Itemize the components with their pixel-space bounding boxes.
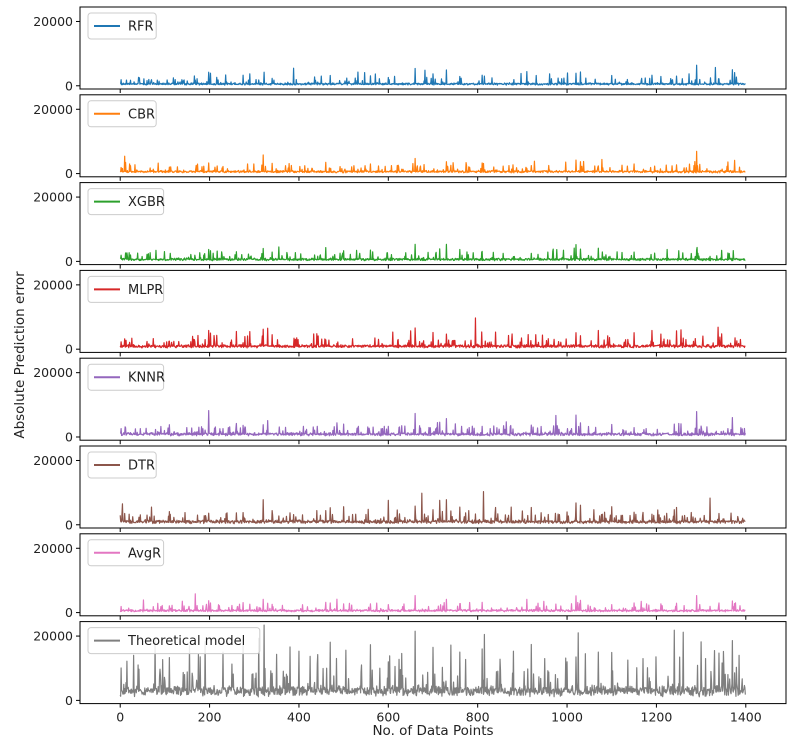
legend-label-mlpr: MLPR — [128, 283, 163, 298]
series-line-knnr — [120, 410, 746, 437]
series-line-avgr — [119, 593, 746, 613]
x-tick-label-1400: 1400 — [730, 710, 762, 725]
series-line-dtr — [119, 491, 746, 525]
legend-box-avgr — [87, 539, 165, 567]
panel-frame-cbr — [79, 94, 787, 178]
y-tick-label-cbr-20000: 20000 — [33, 102, 73, 117]
panel-dtr: 0 20000 DTR — [33, 445, 787, 532]
legend-label-rfr: RFR — [128, 20, 154, 35]
y-tick-label-dtr-0: 0 — [65, 517, 73, 532]
legend-label-avgr: AvgR — [128, 546, 161, 561]
y-tick-label-mlpr-0: 0 — [65, 342, 73, 357]
y-tick-label-cbr-0: 0 — [65, 166, 73, 181]
legend-label-xgbr: XGBR — [128, 195, 165, 210]
panel-avgr: 0 20000 AvgR — [33, 533, 787, 620]
x-axis-title: No. of Data Points — [372, 723, 493, 739]
legend-label-knnr: KNNR — [128, 371, 165, 386]
panel-rfr: 0 20000 RFR — [33, 6, 787, 93]
y-tick-label-theoretical-model-20000: 20000 — [33, 629, 73, 644]
legend-label-theoretical-model: Theoretical model — [127, 634, 245, 649]
panel-frame-avgr — [79, 533, 787, 617]
series-line-xgbr — [119, 243, 746, 262]
legend-label-cbr: CBR — [128, 107, 155, 122]
x-tick-label-800: 800 — [466, 710, 490, 725]
y-tick-label-mlpr-20000: 20000 — [33, 277, 73, 292]
legend-box-knnr — [87, 363, 165, 391]
x-axis: 0 200 400 600 800 1000 1200 1400 — [116, 710, 761, 725]
panel-knnr: 0 20000 KNNR — [33, 357, 787, 444]
y-tick-label-knnr-20000: 20000 — [33, 365, 73, 380]
y-tick-label-avgr-20000: 20000 — [33, 541, 73, 556]
series-line-theoretical-model — [119, 624, 746, 698]
y-tick-label-rfr-0: 0 — [65, 78, 73, 93]
legend-box-rfr — [87, 12, 157, 40]
x-tick-label-0: 0 — [116, 710, 124, 725]
series-line-mlpr — [119, 317, 746, 349]
legend-label-dtr: DTR — [128, 459, 155, 474]
panel-theoretical-model: 0 20000 Theoretical model — [33, 621, 787, 708]
y-tick-label-theoretical-model-0: 0 — [65, 693, 73, 708]
panel-mlpr: 0 20000 MLPR — [33, 269, 787, 357]
y-tick-label-xgbr-0: 0 — [65, 254, 73, 269]
panels-group: 0 20000 RFR 0 20000 CBR 0 20000 XGBR 0 20000 MLPR 0 2… — [33, 6, 787, 708]
x-tick-label-1200: 1200 — [641, 710, 673, 725]
legend-box-xgbr — [87, 188, 165, 216]
series-line-rfr — [119, 64, 746, 86]
x-tick-label-600: 600 — [376, 710, 400, 725]
y-tick-label-xgbr-20000: 20000 — [33, 190, 73, 205]
legend-box-theoretical-model — [87, 627, 261, 655]
legend-box-cbr — [87, 100, 157, 128]
panel-frame-knnr — [79, 357, 787, 441]
y-tick-label-dtr-20000: 20000 — [33, 453, 73, 468]
y-tick-label-avgr-0: 0 — [65, 605, 73, 620]
panel-frame-xgbr — [79, 182, 787, 266]
legend-box-dtr — [87, 451, 157, 479]
y-tick-label-rfr-20000: 20000 — [33, 14, 73, 29]
legend-box-mlpr — [87, 275, 165, 303]
y-axis-title: Absolute Prediction error — [12, 271, 28, 439]
panel-cbr: 0 20000 CBR — [33, 94, 787, 181]
x-tick-label-200: 200 — [198, 710, 222, 725]
x-tick-label-1000: 1000 — [551, 710, 583, 725]
x-tick-label-400: 400 — [287, 710, 311, 725]
y-tick-label-knnr-0: 0 — [65, 429, 73, 444]
series-line-cbr — [119, 150, 746, 174]
panel-xgbr: 0 20000 XGBR — [33, 182, 787, 269]
